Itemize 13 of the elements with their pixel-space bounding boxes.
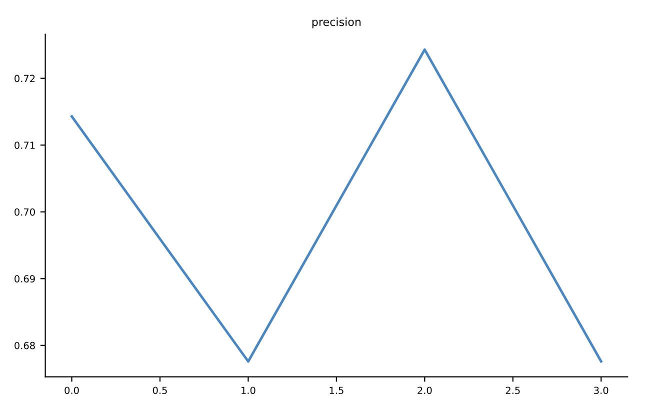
chart-title: precision [312,17,361,28]
y-tick-label: 0.68 [14,342,35,350]
x-tick-label: 2.5 [506,386,520,394]
x-tick-label: 1.0 [242,386,256,394]
x-tick-label: 3.0 [594,386,608,394]
x-tick-label: 0.5 [152,386,167,394]
x-tick-label: 2.0 [418,386,432,394]
y-tick-label: 0.70 [14,208,35,216]
x-tick-label: 1.5 [330,386,344,394]
x-tick-label: 0.0 [64,386,79,394]
y-tick-label: 0.69 [14,275,35,282]
y-tick-label: 0.72 [14,74,35,82]
y-tick-label: 0.71 [14,142,35,149]
